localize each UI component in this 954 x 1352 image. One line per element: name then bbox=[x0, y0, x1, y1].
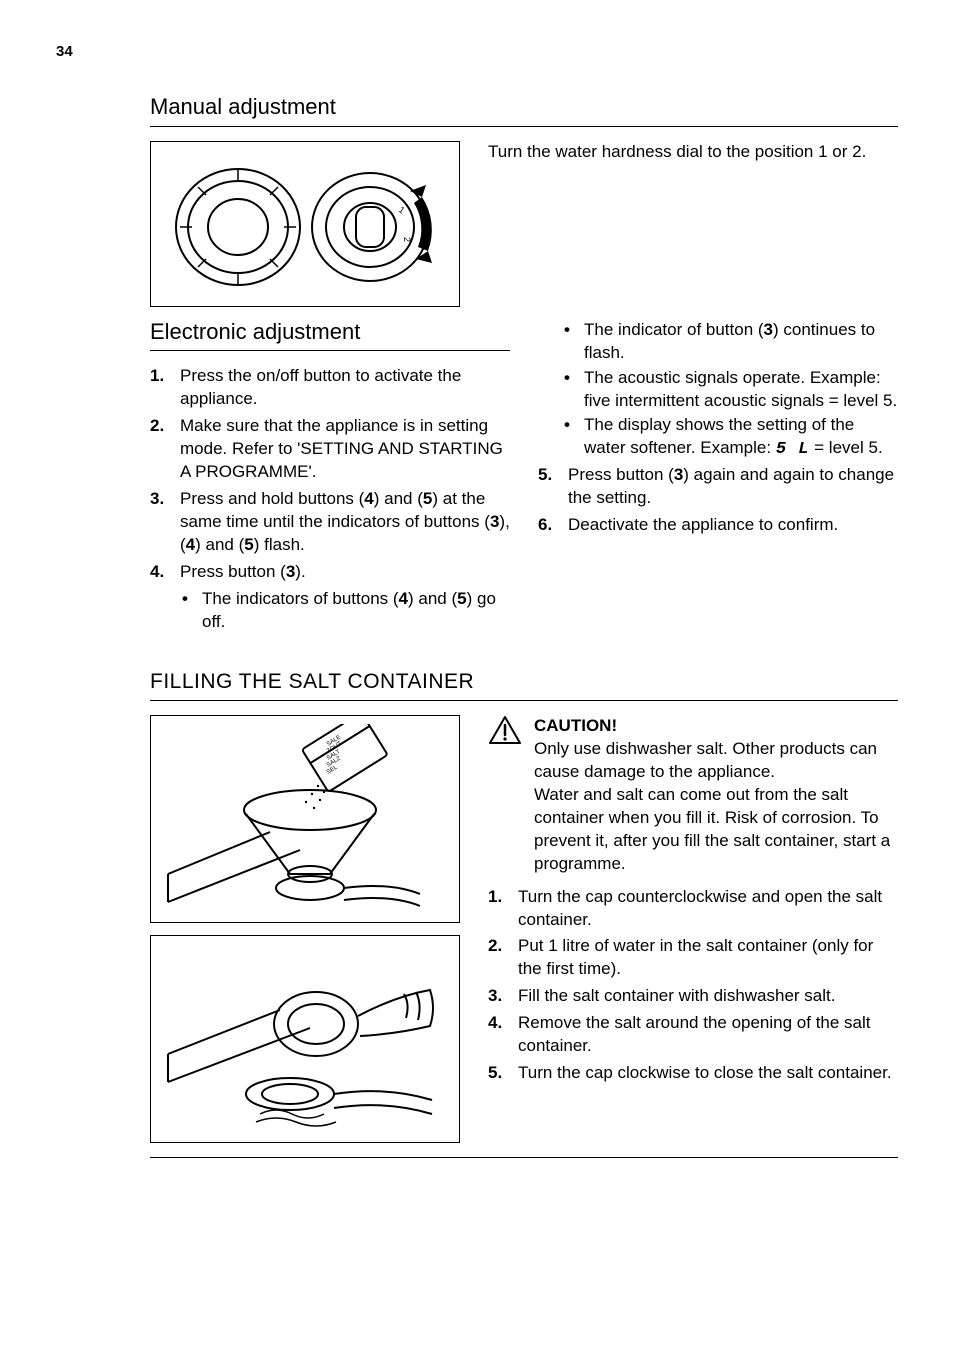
t: ) and ( bbox=[195, 535, 244, 554]
heading-electronic-adjustment: Electronic adjustment bbox=[150, 317, 510, 352]
n: 3 bbox=[764, 320, 773, 339]
warning-icon bbox=[488, 715, 522, 876]
manual-text: Turn the water hardness dial to the posi… bbox=[488, 141, 898, 307]
salt-row: SALE ZOUT SALT SALZ SEL bbox=[150, 715, 898, 1143]
n: 4 bbox=[399, 589, 408, 608]
step-4: Press button (3). The indicators of butt… bbox=[150, 561, 510, 634]
salt-cap-illustration bbox=[160, 944, 450, 1134]
caution-title: CAUTION! bbox=[534, 715, 898, 738]
svg-text:1: 1 bbox=[397, 204, 407, 215]
figure-salt-cap bbox=[150, 935, 460, 1143]
dial-illustration: 1 2 bbox=[160, 149, 450, 299]
n: 5 bbox=[244, 535, 253, 554]
t: The indicators of buttons ( bbox=[202, 589, 399, 608]
n: 3 bbox=[490, 512, 499, 531]
t: ) flash. bbox=[254, 535, 305, 554]
salt-steps: Turn the cap counterclockwise and open t… bbox=[488, 886, 898, 1086]
n: 3 bbox=[674, 465, 683, 484]
t: = level 5. bbox=[809, 438, 882, 457]
heading-filling-salt: FILLING THE SALT CONTAINER bbox=[150, 668, 898, 701]
n: 4 bbox=[364, 489, 373, 508]
electronic-block: Electronic adjustment Press the on/off b… bbox=[150, 307, 898, 638]
n: 3 bbox=[286, 562, 295, 581]
manual-row: 1 2 Turn the water hardness dial to the … bbox=[150, 141, 898, 307]
salt-step-3: Fill the salt container with dishwasher … bbox=[488, 985, 898, 1008]
figure-hardness-dial: 1 2 bbox=[150, 141, 460, 307]
svg-text:2: 2 bbox=[402, 237, 412, 242]
n: 5 bbox=[457, 589, 466, 608]
n: 4 bbox=[186, 535, 195, 554]
salt-step-4: Remove the salt around the opening of th… bbox=[488, 1012, 898, 1058]
level-glyph: 5 L bbox=[776, 440, 810, 459]
step-6: Deactivate the appliance to confirm. bbox=[538, 514, 898, 537]
step-2: Make sure that the appliance is in setti… bbox=[150, 415, 510, 484]
t: The indicator of button ( bbox=[584, 320, 764, 339]
heading-manual-adjustment: Manual adjustment bbox=[150, 92, 898, 127]
electronic-left-steps: Press the on/off button to activate the … bbox=[150, 365, 510, 633]
t: ) and ( bbox=[374, 489, 423, 508]
t: Press button ( bbox=[180, 562, 286, 581]
caution-text: Only use dishwasher salt. Other products… bbox=[534, 738, 898, 876]
bullet-display: The display shows the setting of the wat… bbox=[562, 414, 898, 462]
salt-pour-illustration: SALE ZOUT SALT SALZ SEL bbox=[160, 724, 450, 914]
bullet-acoustic: The acoustic signals operate. Example: f… bbox=[562, 367, 898, 413]
caution-block: CAUTION! Only use dishwasher salt. Other… bbox=[488, 715, 898, 876]
t: Press and hold buttons ( bbox=[180, 489, 364, 508]
sub-bullet-1: The indicators of buttons (4) and (5) go… bbox=[180, 588, 510, 634]
step-1: Press the on/off button to activate the … bbox=[150, 365, 510, 411]
electronic-right-steps: Press button (3) again and again to chan… bbox=[538, 464, 898, 537]
bullet-indicator-flash: The indicator of button (3) continues to… bbox=[562, 319, 898, 365]
page-number: 34 bbox=[56, 42, 73, 62]
t: ) and ( bbox=[408, 589, 457, 608]
t: Press button ( bbox=[568, 465, 674, 484]
step-5: Press button (3) again and again to chan… bbox=[538, 464, 898, 510]
salt-step-5: Turn the cap clockwise to close the salt… bbox=[488, 1062, 898, 1085]
step-3: Press and hold buttons (4) and (5) at th… bbox=[150, 488, 510, 557]
t: ). bbox=[295, 562, 305, 581]
salt-step-1: Turn the cap counterclockwise and open t… bbox=[488, 886, 898, 932]
salt-step-2: Put 1 litre of water in the salt contain… bbox=[488, 935, 898, 981]
electronic-right-bullets: The indicator of button (3) continues to… bbox=[538, 319, 898, 463]
figure-salt-pour: SALE ZOUT SALT SALZ SEL bbox=[150, 715, 460, 923]
n: 5 bbox=[423, 489, 432, 508]
